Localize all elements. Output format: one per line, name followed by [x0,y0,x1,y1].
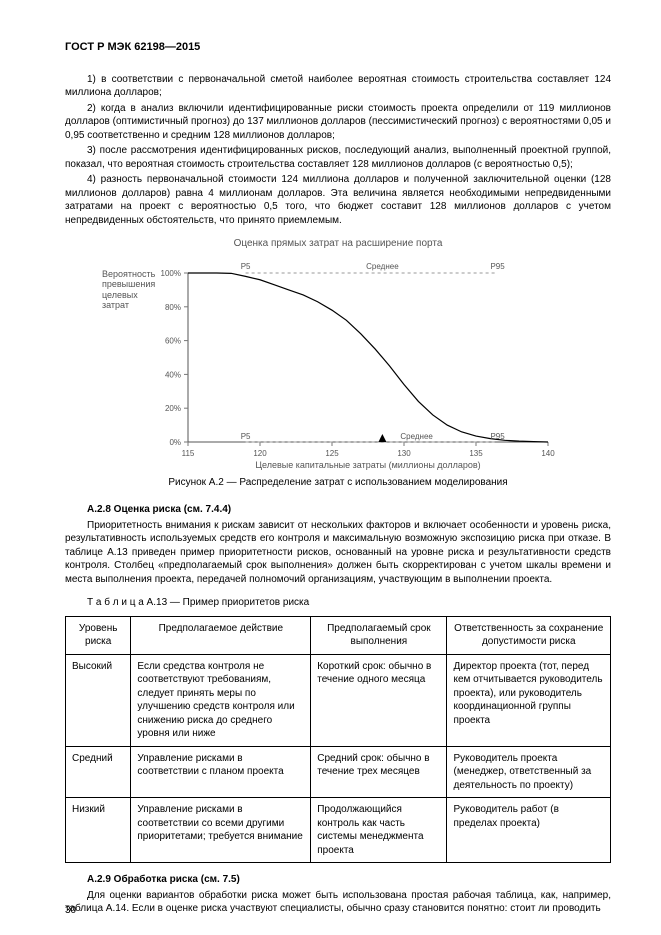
svg-text:60%: 60% [165,336,181,345]
table-caption: Т а б л и ц а А.13 — Пример приоритетов … [65,596,611,610]
y-label-line-0: Вероятность [102,269,155,279]
svg-text:100%: 100% [161,269,181,278]
table-row: ВысокийЕсли средства контроля не соответ… [66,654,611,746]
table-cell: Продолжающийся контроль как часть систем… [311,798,447,863]
table-cell: Короткий срок: обычно в течение одного м… [311,654,447,746]
svg-text:125: 125 [325,449,339,458]
table-cell: Руководитель работ (в пределах проекта) [447,798,611,863]
table-row: СреднийУправление рисками в соответствии… [66,746,611,798]
table-row: НизкийУправление рисками в соответствии … [66,798,611,863]
svg-text:115: 115 [182,449,195,458]
table-cell: Высокий [66,654,131,746]
svg-text:Р5: Р5 [241,432,251,441]
chart-container: Вероятность превышения целевых затрат 0%… [108,255,568,470]
page-number: 30 [65,904,76,918]
th-resp: Ответственность за сохранение допустимос… [447,616,611,654]
section-a28-title: А.2.8 Оценка риска (см. 7.4.4) [65,503,611,517]
section-a29-title: А.2.9 Обработка риска (см. 7.5) [65,873,611,887]
risk-table: Уровень риска Предполагаемое действие Пр… [65,616,611,864]
svg-text:Р95: Р95 [490,432,505,441]
para-4: 4) разность первоначальной стоимости 124… [65,173,611,227]
section-a28-body: Приоритетность внимания к рискам зависит… [65,519,611,587]
table-cell: Руководитель проекта (менеджер, ответств… [447,746,611,798]
chart-title: Оценка прямых затрат на расширение порта [65,237,611,251]
standard-header: ГОСТ Р МЭК 62198—2015 [65,40,611,55]
chart-y-label: Вероятность превышения целевых затрат [102,269,155,310]
svg-text:Среднее: Среднее [366,262,399,271]
table-cell: Директор проекта (тот, перед кем отчитыв… [447,654,611,746]
table-cell: Низкий [66,798,131,863]
para-3: 3) после рассмотрения идентифицированных… [65,144,611,171]
section-a29-body: Для оценки вариантов обработки риска мож… [65,889,611,916]
th-action: Предполагаемое действие [131,616,311,654]
svg-text:Р5: Р5 [241,262,251,271]
svg-text:Целевые капитальные затраты (м: Целевые капитальные затраты (миллионы до… [255,460,480,470]
th-level: Уровень риска [66,616,131,654]
svg-text:Р95: Р95 [490,262,505,271]
y-label-line-3: затрат [102,300,129,310]
para-2: 2) когда в анализ включили идентифициров… [65,102,611,143]
svg-text:Среднее: Среднее [400,432,433,441]
svg-text:20%: 20% [165,404,181,413]
th-term: Предполагаемый срок выполнения [311,616,447,654]
svg-text:120: 120 [253,449,267,458]
table-cell: Средний срок: обычно в течение трех меся… [311,746,447,798]
svg-text:80%: 80% [165,303,181,312]
y-label-line-2: целевых [102,290,138,300]
figure-caption: Рисунок А.2 — Распределение затрат с исп… [65,476,611,490]
page: ГОСТ Р МЭК 62198—2015 1) в соответствии … [0,0,661,935]
para-1: 1) в соответствии с первоначальной смето… [65,73,611,100]
svg-text:135: 135 [469,449,483,458]
table-cell: Средний [66,746,131,798]
svg-text:130: 130 [397,449,411,458]
svg-text:140: 140 [541,449,555,458]
svg-text:0%: 0% [169,438,181,447]
table-cell: Если средства контроля не соответствуют … [131,654,311,746]
cost-chart: 0% 20% 40% 60% 80% 100% 115 120 125 130 135 140 Р5 Ср… [108,255,568,470]
y-label-line-1: превышения [102,279,155,289]
svg-text:40%: 40% [165,370,181,379]
table-header-row: Уровень риска Предполагаемое действие Пр… [66,616,611,654]
table-cell: Управление рисками в соответствии со все… [131,798,311,863]
table-cell: Управление рисками в соответствии с план… [131,746,311,798]
